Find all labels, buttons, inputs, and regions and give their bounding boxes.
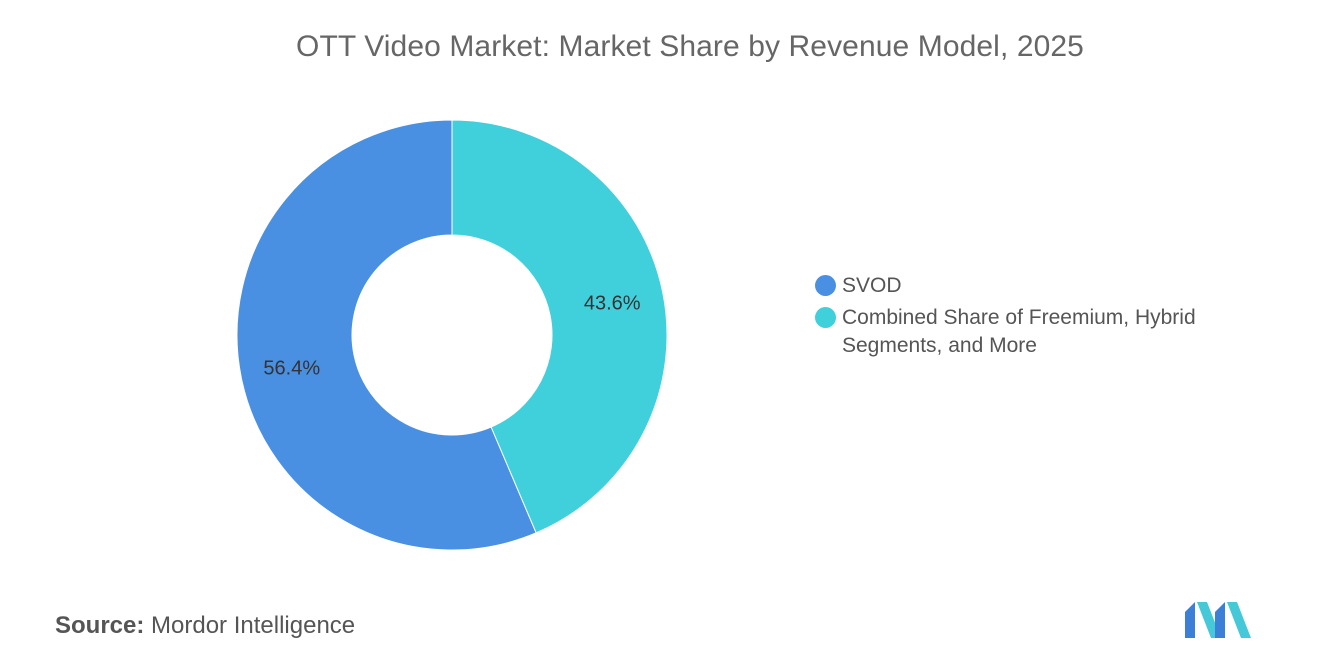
source-note: Source: Mordor Intelligence bbox=[55, 612, 355, 640]
donut-slice-combined-share[interactable] bbox=[451, 119, 668, 534]
legend-swatch-combined-share bbox=[815, 307, 836, 328]
legend: SVOD Combined Share of Freemium, Hybrid … bbox=[815, 272, 1255, 364]
source-value: Mordor Intelligence bbox=[151, 612, 356, 639]
legend-label-svod: SVOD bbox=[842, 274, 902, 297]
chart-title: OTT Video Market: Market Share by Revenu… bbox=[296, 30, 1084, 63]
data-label-combined-share: 43.6% bbox=[584, 292, 641, 314]
legend-item-combined-share[interactable]: Combined Share of Freemium, Hybrid Segme… bbox=[815, 304, 1255, 360]
donut-slice-svod[interactable] bbox=[236, 119, 537, 551]
legend-item-svod[interactable]: SVOD bbox=[815, 272, 1255, 300]
source-label: Source: bbox=[55, 612, 145, 639]
mordor-intelligence-logo-icon bbox=[1185, 602, 1251, 638]
legend-label-combined-share: Combined Share of Freemium, Hybrid Segme… bbox=[842, 306, 1196, 357]
legend-swatch-svod bbox=[815, 275, 836, 296]
data-label-svod: 56.4% bbox=[263, 358, 320, 380]
